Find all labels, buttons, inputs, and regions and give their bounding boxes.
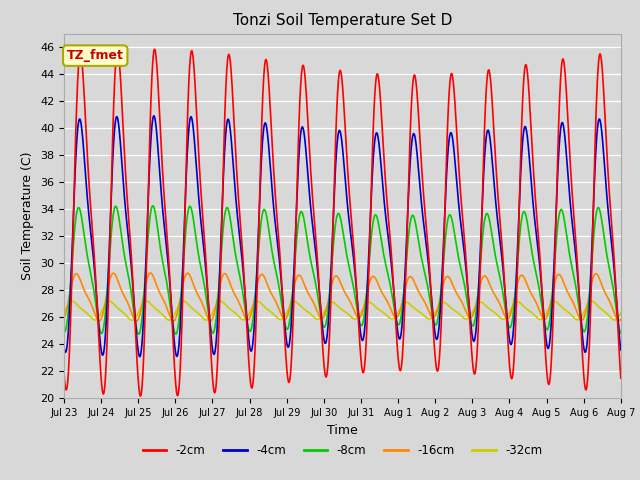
Legend: -2cm, -4cm, -8cm, -16cm, -32cm: -2cm, -4cm, -8cm, -16cm, -32cm (138, 439, 547, 462)
Text: TZ_fmet: TZ_fmet (67, 49, 124, 62)
Y-axis label: Soil Temperature (C): Soil Temperature (C) (22, 152, 35, 280)
Title: Tonzi Soil Temperature Set D: Tonzi Soil Temperature Set D (233, 13, 452, 28)
X-axis label: Time: Time (327, 424, 358, 437)
